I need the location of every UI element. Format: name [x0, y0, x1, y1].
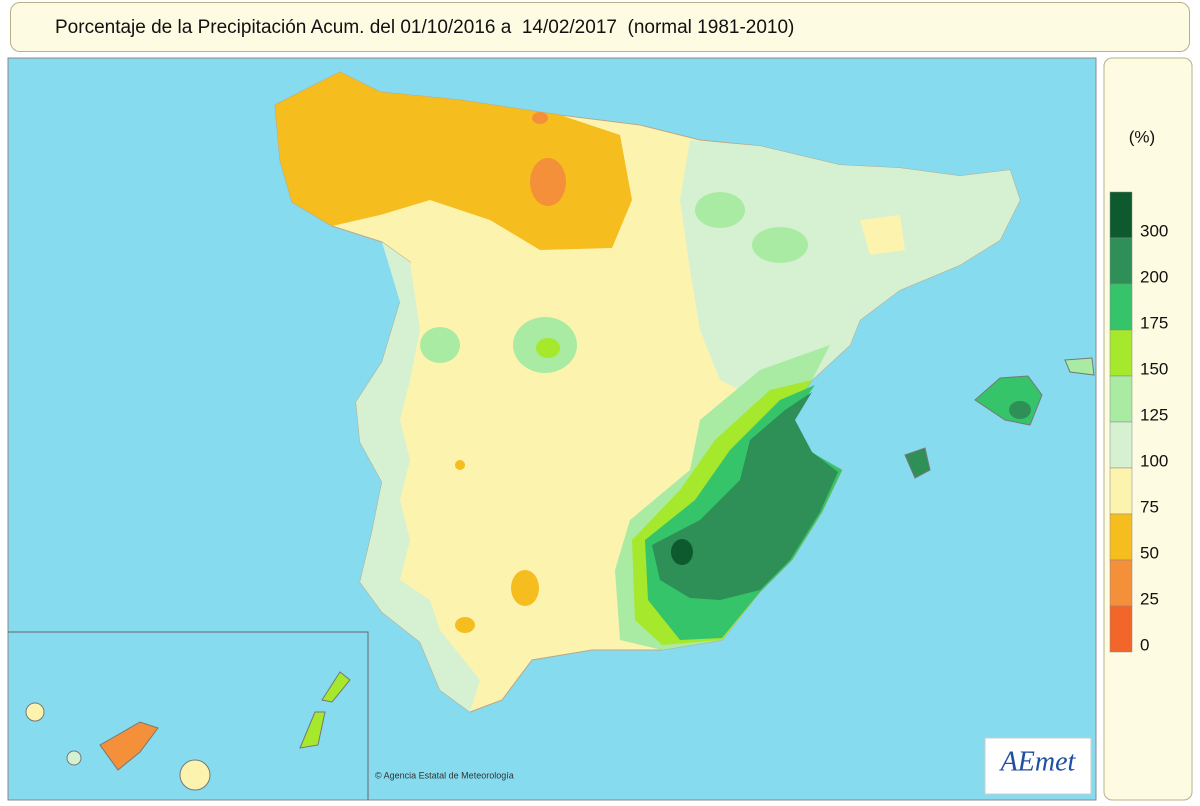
inset-frame	[8, 631, 369, 800]
region-fill	[356, 242, 480, 712]
island	[99, 721, 159, 771]
region-fill	[1009, 401, 1031, 419]
legend-label: 200	[1140, 267, 1168, 286]
legend-swatch	[1109, 513, 1133, 561]
legend-swatch	[1109, 375, 1133, 423]
logo: AEmet	[999, 746, 1077, 777]
region-fill	[455, 460, 465, 470]
legend-swatch	[1109, 191, 1133, 239]
island	[1064, 357, 1095, 376]
legend-swatch	[1109, 605, 1133, 653]
region-fill	[860, 215, 905, 255]
region-fill	[652, 392, 838, 600]
legend-label: 300	[1140, 221, 1168, 240]
legend-swatch	[1109, 421, 1133, 469]
region-fill	[695, 192, 745, 228]
region-fill	[530, 158, 566, 206]
legend-label: 50	[1140, 543, 1159, 562]
legend-swatch	[1109, 237, 1133, 285]
legend-label: 0	[1140, 635, 1149, 654]
title: Porcentaje de la Precipitación Acum. del…	[55, 17, 795, 38]
title-box: Porcentaje de la Precipitación Acum. del…	[10, 2, 1190, 52]
legend: 300 200 175 150 125 100 75 50 25 0	[1109, 191, 1168, 654]
region-fill	[511, 570, 539, 606]
legend-swatch	[1109, 283, 1133, 331]
island	[904, 447, 931, 479]
region-fill	[752, 227, 808, 263]
legend-label: 125	[1140, 405, 1168, 424]
legend-label: 75	[1140, 497, 1159, 516]
island	[66, 750, 82, 766]
legend-label: 150	[1140, 359, 1168, 378]
island	[25, 702, 45, 722]
legend-label: 175	[1140, 313, 1168, 332]
region-fill	[671, 539, 693, 565]
logo-box	[984, 737, 1092, 795]
region-fill	[532, 112, 548, 124]
region-fill	[536, 338, 560, 358]
legend-swatch	[1109, 559, 1133, 607]
region-fill	[455, 617, 475, 633]
credit: © Agencia Estatal de Meteorología	[375, 770, 514, 780]
legend-label: 100	[1140, 451, 1168, 470]
island	[179, 759, 211, 791]
legend-unit: (%)	[1129, 127, 1155, 146]
legend-label: 25	[1140, 589, 1159, 608]
region-fill	[420, 327, 460, 363]
region-fill	[680, 140, 1020, 400]
island	[321, 671, 351, 703]
island	[299, 711, 326, 749]
legend-swatch	[1109, 329, 1133, 377]
legend-swatch	[1109, 467, 1133, 515]
